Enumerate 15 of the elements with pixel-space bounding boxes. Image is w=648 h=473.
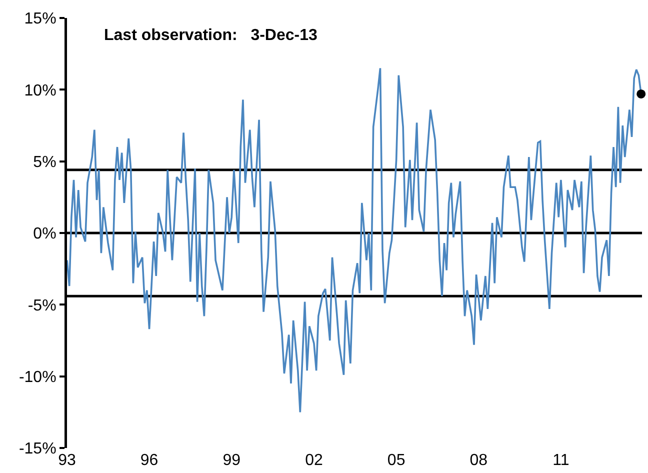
- y-tick-label: 5%: [33, 154, 56, 171]
- y-tick-label: -10%: [18, 368, 56, 386]
- x-tick-label: 02: [305, 452, 323, 469]
- x-tick-label: 96: [140, 452, 158, 469]
- y-tick-label: 10%: [24, 82, 56, 100]
- y-tick-label: -15%: [18, 440, 56, 458]
- annotation: Last observation: 3-Dec-13: [104, 27, 318, 44]
- x-tick-label: 08: [470, 452, 488, 469]
- y-tick-label: 0%: [33, 226, 56, 243]
- y-tick-label: 15%: [24, 10, 56, 28]
- x-tick-label: 93: [58, 452, 76, 469]
- y-tick-label: -5%: [28, 297, 56, 314]
- x-tick-label: 99: [222, 452, 241, 469]
- x-tick-label: 05: [387, 452, 406, 469]
- x-tick-label: 11: [552, 452, 570, 469]
